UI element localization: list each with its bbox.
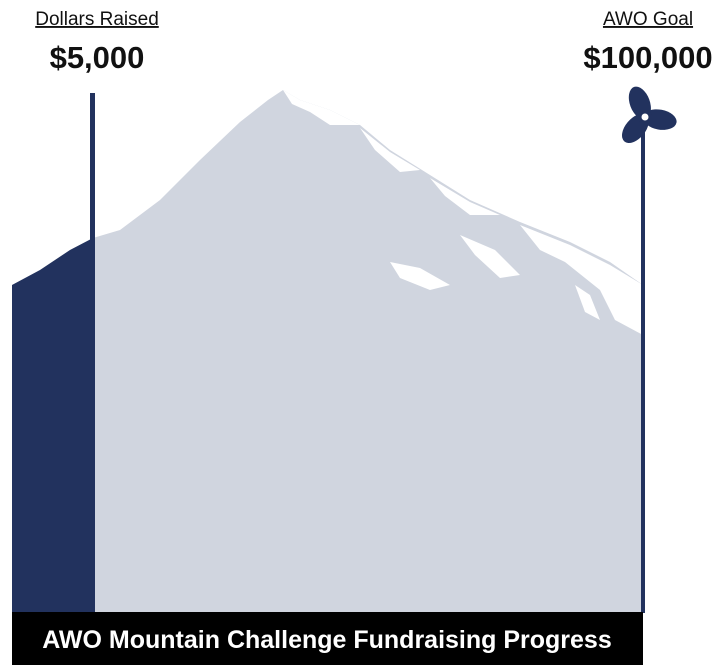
fundraising-graphic: Dollars Raised $5,000 AWO Goal $100,000 … — [0, 0, 725, 665]
title: AWO Mountain Challenge Fundraising Progr… — [42, 626, 612, 654]
page: Dollars Raised $5,000 AWO Goal $100,000 … — [0, 0, 725, 665]
raised-amount: $5,000 — [50, 40, 145, 75]
mountain — [12, 90, 643, 612]
raised-marker-line — [90, 93, 95, 613]
goal-marker-line — [641, 118, 645, 613]
goal-amount: $100,000 — [583, 40, 712, 75]
raised-label: Dollars Raised — [35, 9, 159, 30]
goal-label: AWO Goal — [603, 9, 693, 30]
progress-fill — [12, 238, 93, 612]
propeller-icon — [617, 84, 678, 148]
